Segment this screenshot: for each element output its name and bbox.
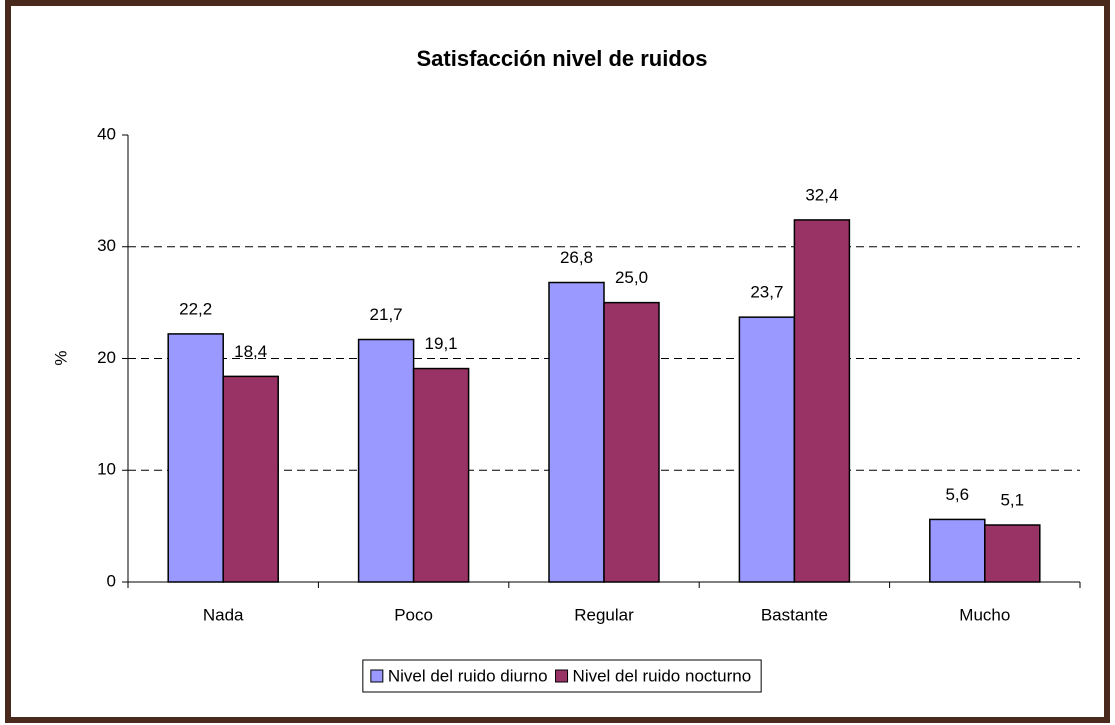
- bar: [984, 524, 1041, 583]
- data-label: 19,1: [425, 334, 458, 353]
- bar: [412, 367, 470, 583]
- data-label: 18,4: [234, 342, 267, 361]
- legend-swatch: [370, 669, 384, 683]
- legend-label: Nivel del ruido diurno: [388, 666, 548, 685]
- bar: [548, 281, 605, 583]
- x-tick-label: Bastante: [761, 605, 828, 624]
- data-label: 32,4: [805, 185, 838, 204]
- data-label: 25,0: [615, 268, 648, 287]
- y-tick-label: 30: [97, 236, 116, 255]
- y-tick-label: 10: [97, 460, 116, 479]
- x-tick-label: Mucho: [959, 605, 1010, 624]
- bar: [738, 316, 796, 583]
- data-label: 23,7: [750, 283, 783, 302]
- x-tick-label: Poco: [394, 605, 433, 624]
- bar: [793, 219, 851, 583]
- y-axis-label: %: [51, 350, 70, 365]
- x-tick-label: Nada: [203, 605, 244, 624]
- y-tick-label: 0: [107, 571, 116, 590]
- legend-label: Nivel del ruido nocturno: [573, 666, 752, 685]
- bar: [222, 375, 279, 583]
- frame: [5, 0, 1110, 723]
- data-label: 22,2: [179, 299, 212, 318]
- data-label: 5,6: [945, 485, 969, 504]
- chart-title: Satisfacción nivel de ruidos: [417, 46, 708, 71]
- legend: Nivel del ruido diurno Nivel del ruido no…: [362, 659, 762, 693]
- bar: [167, 333, 224, 583]
- bar: [603, 301, 660, 583]
- legend-swatch: [555, 669, 569, 683]
- x-tick-label: Regular: [574, 605, 634, 624]
- data-label: 21,7: [370, 305, 403, 324]
- data-label: 26,8: [560, 248, 593, 267]
- data-label: 5,1: [1000, 490, 1024, 509]
- y-tick-label: 40: [97, 124, 116, 143]
- bar: [929, 518, 986, 583]
- bar: [357, 338, 415, 583]
- y-tick-label: 20: [97, 348, 116, 367]
